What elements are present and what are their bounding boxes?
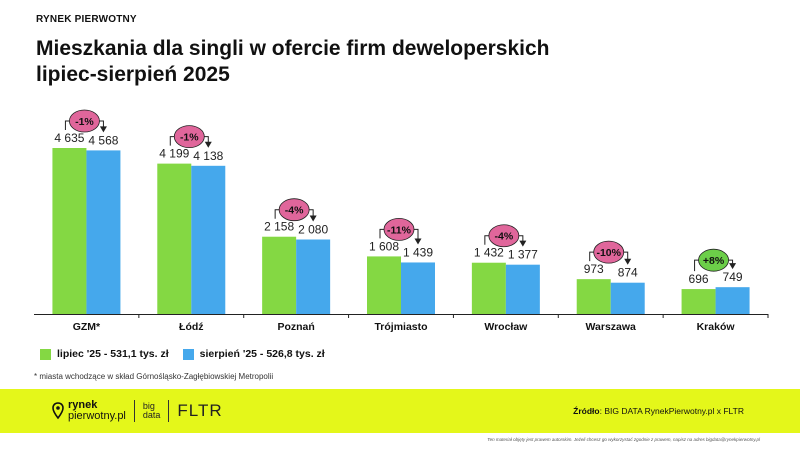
brand-logos: rynek pierwotny.pl big data FLTR	[52, 400, 223, 422]
brand-line1: rynek	[68, 399, 98, 411]
change-badge	[69, 109, 100, 133]
data-label: 4 635	[54, 131, 84, 145]
bar-august	[401, 262, 435, 314]
change-arrowhead	[414, 238, 422, 245]
bar-august	[715, 287, 750, 314]
change-arrowhead	[99, 126, 107, 133]
bar-august	[191, 165, 226, 314]
category-label: Kraków	[697, 321, 736, 333]
category-label: Łódź	[179, 321, 204, 333]
bigdata-line1: big	[142, 401, 155, 411]
category-label: Wrocław	[484, 321, 528, 333]
change-label: -10%	[596, 247, 621, 259]
bar-august	[86, 150, 121, 314]
copyright-disclaimer: Ten materiał objęty jest prawem autorski…	[487, 437, 760, 442]
bar-july	[52, 148, 87, 314]
bar-august	[505, 264, 540, 314]
bar-august	[610, 282, 645, 314]
legend-label-august: sierpień '25 - 526,8 tys. zł	[199, 348, 325, 360]
data-label: 1 377	[508, 248, 538, 262]
change-badge	[173, 125, 205, 149]
category-label: Poznań	[277, 321, 314, 333]
bar-august	[296, 239, 331, 314]
change-label: +8%	[703, 255, 725, 267]
data-label: 696	[689, 272, 709, 286]
brand-line2: pierwotny.pl	[68, 410, 126, 422]
bar-july	[471, 262, 506, 314]
data-label: 4 568	[88, 133, 118, 147]
brand-divider	[168, 400, 170, 422]
footnote: * miasta wchodzące w skład Górnośląsko-Z…	[34, 372, 274, 381]
bar-july	[157, 163, 192, 314]
category-label: Trójmiasto	[374, 321, 427, 333]
change-arrowhead	[309, 215, 317, 222]
chart-title: Mieszkania dla singli w ofercie firm dew…	[36, 36, 550, 88]
bar-july	[262, 236, 297, 314]
legend-swatch-july	[40, 348, 51, 360]
data-label: 2 158	[264, 220, 294, 234]
source-note: Źródło: BIG DATA RynekPierwotny.pl x FLT…	[573, 406, 744, 416]
bigdata-line2: data	[142, 410, 161, 420]
data-label: 973	[584, 262, 604, 276]
legend-swatch-august	[182, 348, 194, 360]
data-label: 4 199	[159, 147, 189, 161]
change-label: -4%	[495, 231, 514, 243]
bigdata-logo: big data	[143, 402, 161, 420]
bar-july	[576, 279, 611, 314]
data-label: 749	[723, 270, 743, 284]
data-label: 2 080	[298, 223, 328, 237]
fltr-logo: FLTR	[177, 401, 223, 420]
data-label: 874	[618, 266, 638, 280]
data-label: 1 439	[403, 245, 433, 259]
bar-chart: 4 635 4 568 GZM* -1% 4 199 4 138 Łódź -1% 2 158 2…	[34, 109, 769, 333]
change-arrowhead	[204, 141, 212, 148]
legend-label-july: lipiec '25 - 531,1 tys. zł	[57, 348, 169, 360]
legend-item-august: sierpień '25 - 526,8 tys. zł	[182, 348, 325, 360]
category-label: GZM*	[73, 321, 101, 333]
change-arrowhead	[519, 240, 527, 247]
eyebrow-label: RYNEK PIERWOTNY	[36, 14, 137, 25]
change-label: -4%	[285, 205, 304, 217]
chart-legend: lipiec '25 - 531,1 tys. zł sierpień '25 …	[40, 348, 325, 360]
change-arrowhead	[729, 263, 737, 270]
source-text: : BIG DATA RynekPierwotny.pl x FLTR	[599, 406, 744, 416]
chart-title-line1: Mieszkania dla singli w ofercie firm dew…	[36, 37, 550, 60]
data-label: 4 138	[193, 149, 223, 163]
brand-divider	[133, 400, 135, 422]
footer-bar: rynek pierwotny.pl big data FLTR Źródło:…	[0, 389, 800, 433]
bar-july	[681, 289, 716, 314]
data-label: 1 608	[369, 239, 399, 253]
bar-july	[367, 256, 401, 314]
change-arrowhead	[624, 258, 632, 265]
change-badge	[278, 198, 310, 222]
data-label: 1 432	[474, 246, 504, 260]
change-badge	[383, 218, 415, 241]
change-badge	[593, 240, 625, 264]
legend-item-july: lipiec '25 - 531,1 tys. zł	[40, 348, 169, 360]
change-badge	[698, 248, 729, 272]
change-label: -11%	[387, 224, 412, 236]
change-label: -1%	[75, 116, 94, 128]
change-badge	[488, 224, 520, 248]
source-label: Źródło	[573, 406, 600, 416]
rynekpierwotny-logo: rynek pierwotny.pl	[52, 400, 126, 422]
location-pin-icon	[52, 402, 64, 420]
change-label: -1%	[180, 132, 199, 144]
chart-title-line2: lipiec-sierpień 2025	[36, 63, 230, 86]
category-label: Warszawa	[586, 321, 637, 333]
